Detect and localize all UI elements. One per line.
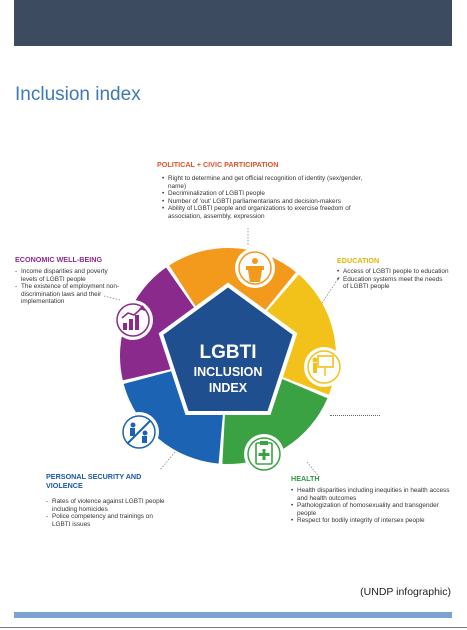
economic-item: The existence of employment non-discrimi…: [15, 283, 123, 306]
clipboard-cross-icon: [244, 434, 284, 474]
economic-list: Income disparities and poverty levels of…: [15, 268, 123, 306]
education-item: Education systems meet the needs of LGBT…: [337, 276, 449, 291]
health-item: Respect for bodily integrity of intersex…: [291, 517, 453, 525]
teacher-board-icon: [304, 347, 344, 387]
health-heading: HEALTH: [291, 474, 320, 483]
health-list: Health disparities including inequities …: [291, 487, 453, 525]
podium-icon: [235, 248, 275, 288]
economic-item: Income disparities and poverty levels of…: [15, 268, 123, 283]
security-list: Rates of violence against LGBTI people i…: [46, 498, 171, 528]
economic-segment: [120, 267, 195, 381]
political-list: Right to determine and get official reco…: [162, 175, 374, 221]
growth-chart-icon: [113, 300, 153, 340]
health-item: Pathologization of homosexuality and tra…: [291, 502, 453, 517]
no-violence-icon: [119, 412, 159, 452]
security-connector: [159, 451, 176, 471]
education-heading: EDUCATION: [337, 256, 380, 265]
political-item: Right to determine and get official reco…: [162, 175, 374, 190]
center-pentagon: [158, 282, 298, 415]
political-heading: POLITICAL + CIVIC PARTICIPATION: [157, 160, 279, 169]
political-item: Decriminalization of LGBTI people: [162, 190, 374, 198]
education-divider: [330, 415, 380, 416]
health-item: Health disparities including inequities …: [291, 487, 453, 502]
security-heading: PERSONAL SECURITY AND VIOLENCE: [46, 472, 142, 490]
center-title-line2: INCLUSION: [194, 365, 263, 379]
education-item: Access of LGBTI people to education: [337, 268, 449, 276]
political-item: Number of 'out' LGBTI parliamentarians a…: [162, 198, 374, 206]
education-list: Access of LGBTI people to education Educ…: [337, 268, 449, 291]
source-caption: (UNDP infographic): [360, 586, 451, 598]
top-banner: [14, 0, 452, 46]
bottom-banner: [14, 612, 452, 618]
bottom-rule: [0, 627, 467, 628]
health-connector: [306, 461, 321, 479]
political-item: Ability of LGBTI people and organization…: [162, 205, 374, 220]
page-title: Inclusion index: [15, 84, 141, 105]
center-title-line1: LGBTI: [200, 342, 257, 363]
security-item: Police competency and trainings on LGBTI…: [46, 513, 171, 528]
security-segment: [123, 371, 223, 464]
center-title-line3: INDEX: [209, 381, 248, 395]
security-item: Rates of violence against LGBTI people i…: [46, 498, 171, 513]
economic-heading: ECONOMIC WELL-BEING: [15, 255, 103, 264]
